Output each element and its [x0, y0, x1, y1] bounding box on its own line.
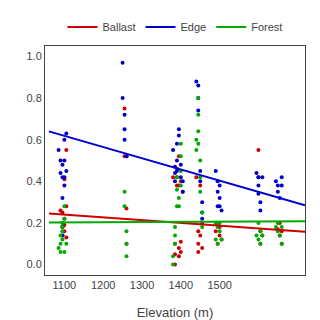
svg-text:Forest: Forest [251, 21, 282, 33]
svg-text:0.4: 0.4 [27, 175, 42, 187]
svg-text:0.2: 0.2 [27, 217, 42, 229]
svg-text:0.8: 0.8 [27, 92, 42, 104]
svg-text:1200: 1200 [91, 279, 115, 291]
svg-text:1400: 1400 [169, 279, 193, 291]
svg-text:1100: 1100 [53, 279, 77, 291]
svg-text:1.0: 1.0 [27, 50, 42, 62]
svg-text:Ballast: Ballast [103, 21, 136, 33]
svg-text:1500: 1500 [207, 279, 231, 291]
svg-text:0.6: 0.6 [27, 134, 42, 146]
svg-text:0.0: 0.0 [27, 258, 42, 270]
svg-text:Elevation (m): Elevation (m) [137, 305, 214, 320]
svg-text:Edge: Edge [181, 21, 207, 33]
svg-text:1300: 1300 [130, 279, 154, 291]
